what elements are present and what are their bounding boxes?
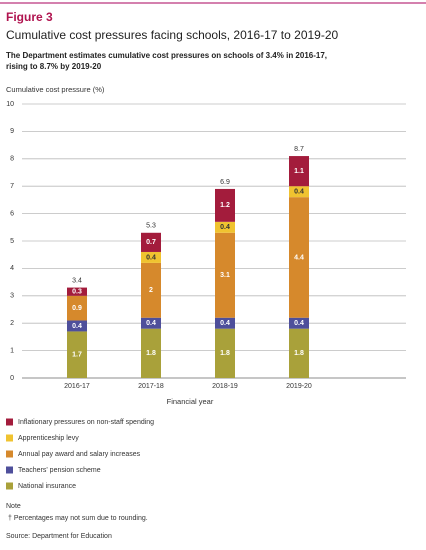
data-label: 0.4 — [72, 323, 82, 330]
x-axis-label: Financial year — [167, 397, 214, 406]
data-label: 0.3 — [72, 289, 82, 296]
x-tick-label: 2019-20 — [286, 383, 312, 390]
x-tick-label: 2018-19 — [212, 383, 238, 390]
data-label: 0.7 — [146, 239, 156, 246]
chart-title: Cumulative cost pressures facing schools… — [6, 28, 339, 42]
data-label: 1.8 — [220, 350, 230, 357]
bar-segment — [215, 188, 235, 222]
total-label: 8.7 — [294, 146, 304, 153]
data-label: 1.2 — [220, 202, 230, 209]
bar-segment — [141, 328, 161, 378]
bar-segment — [141, 251, 161, 263]
data-label: 3.1 — [220, 272, 230, 279]
y-tick-label: 0 — [10, 375, 14, 382]
y-axis-label: Cumulative cost pressure (%) — [6, 85, 105, 94]
legend-swatch — [6, 466, 13, 474]
data-label: 4.4 — [294, 254, 304, 261]
data-label: 0.4 — [146, 320, 156, 327]
legend-label: Apprenticeship levy — [18, 435, 79, 442]
bar-segment — [289, 197, 309, 318]
note: † Percentages may not sum due to roundin… — [8, 515, 148, 522]
y-tick-label: 1 — [10, 347, 14, 354]
bar-segment — [289, 328, 309, 378]
note-heading: Note — [6, 503, 21, 510]
bar-segment — [289, 317, 309, 329]
bar-segment — [141, 232, 161, 252]
total-label: 3.4 — [72, 277, 82, 284]
bar-segment — [67, 295, 87, 321]
data-label: 1.1 — [294, 168, 304, 175]
y-tick-label: 7 — [10, 183, 14, 190]
y-tick-label: 10 — [6, 101, 14, 108]
y-tick-label: 9 — [10, 128, 14, 135]
bar-segment — [215, 328, 235, 378]
chart-subtitle: The Department estimates cumulative cost… — [6, 51, 328, 71]
data-label: 2 — [149, 287, 153, 294]
source: Source: Department for Education — [6, 533, 112, 540]
data-label: 1.7 — [72, 352, 82, 359]
x-tick-label: 2017-18 — [138, 383, 164, 390]
y-tick-label: 4 — [10, 265, 14, 272]
data-label: 1.8 — [294, 350, 304, 357]
bar-segment — [67, 320, 87, 332]
legend-label: Teachers' pension scheme — [18, 467, 101, 474]
y-tick-label: 2 — [10, 320, 14, 327]
figure-number: Figure 3 — [6, 10, 53, 24]
bar-segment — [289, 186, 309, 198]
total-label: 5.3 — [146, 223, 156, 230]
data-label: 0.9 — [72, 305, 82, 312]
x-tick-label: 2016-17 — [64, 383, 90, 390]
legend-label: Inflationary pressures on non-staff spen… — [18, 419, 154, 426]
bar-segment — [215, 317, 235, 329]
y-tick-label: 6 — [10, 210, 14, 217]
total-label: 6.9 — [220, 179, 230, 186]
data-label: 0.4 — [294, 320, 304, 327]
legend-swatch — [6, 434, 13, 442]
bar-segment — [141, 262, 161, 318]
subtitle-box: The Department estimates cumulative cost… — [6, 51, 328, 71]
bar-segment — [141, 317, 161, 329]
legend-label: National insurance — [18, 483, 76, 490]
data-label: 0.4 — [220, 224, 230, 231]
y-tick-label: 5 — [10, 238, 14, 245]
legend-swatch — [6, 418, 13, 426]
legend-label: Annual pay award and salary increases — [18, 451, 141, 458]
bar-segment — [215, 221, 235, 233]
legend-swatch — [6, 482, 13, 490]
data-label: 1.8 — [146, 350, 156, 357]
bar-segment — [67, 287, 87, 296]
data-label: 0.4 — [294, 189, 304, 196]
y-tick-label: 3 — [10, 293, 14, 300]
legend-swatch — [6, 450, 13, 458]
bar-segment — [289, 156, 309, 187]
y-tick-label: 8 — [10, 156, 14, 163]
data-label: 0.4 — [220, 320, 230, 327]
bar-segment — [67, 331, 87, 378]
bar-segment — [215, 232, 235, 318]
data-label: 0.4 — [146, 254, 156, 261]
